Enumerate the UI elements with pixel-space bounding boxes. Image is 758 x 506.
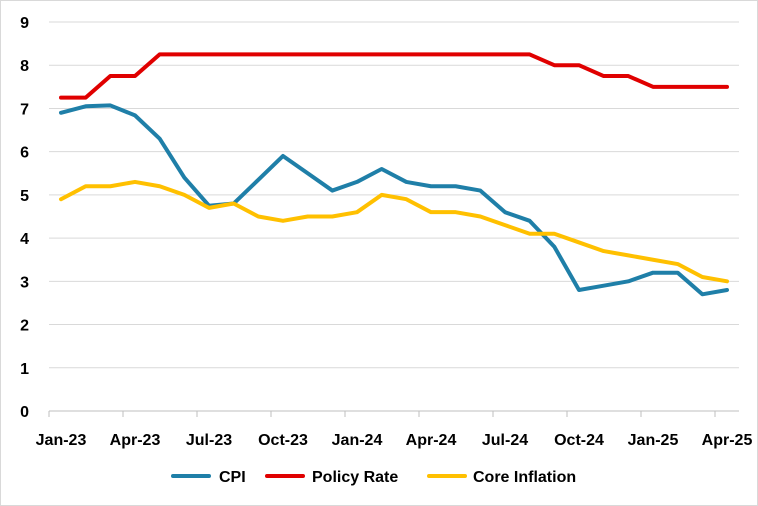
- x-tick-label: Oct-24: [554, 432, 604, 449]
- series-line-cpi: [59, 103, 729, 297]
- y-tick-label: 4: [20, 231, 29, 248]
- series-lines: [59, 52, 729, 297]
- grid-lines: [49, 21, 739, 369]
- y-tick-label: 1: [20, 361, 29, 378]
- x-tick-label: Jan-25: [628, 432, 679, 449]
- y-tick-label: 2: [20, 318, 29, 335]
- axes: 0 1 2 3 4 5 6 7 8 9 Jan-23 Apr-23 Jul-23 Oct-23 Jan-24…: [20, 15, 752, 449]
- x-tick-label: Jul-24: [482, 432, 528, 449]
- y-tick-label: 6: [20, 145, 29, 162]
- legend: CPI Policy Rate Core Inflation: [171, 469, 576, 486]
- y-tick-label: 3: [20, 274, 29, 291]
- x-tick-label: Oct-23: [258, 432, 308, 449]
- legend-label-policy-rate: Policy Rate: [312, 469, 398, 486]
- x-tick-label: Jan-23: [36, 432, 87, 449]
- y-tick-label: 8: [20, 58, 29, 75]
- legend-label-core-inflation: Core Inflation: [473, 469, 576, 486]
- x-tick-label: Jul-23: [186, 432, 232, 449]
- y-tick-label: 0: [20, 404, 29, 421]
- y-tick-label: 7: [20, 101, 29, 118]
- y-tick-label: 9: [20, 15, 29, 32]
- x-tick-label: Apr-24: [406, 432, 457, 449]
- x-tick-label: Apr-23: [110, 432, 161, 449]
- series-line-core-inflation: [59, 179, 729, 284]
- legend-label-cpi: CPI: [219, 469, 246, 486]
- x-tick-label: Jan-24: [332, 432, 383, 449]
- series-line-policy-rate: [59, 52, 729, 100]
- x-tick-label: Apr-25: [702, 432, 753, 449]
- y-tick-label: 5: [20, 188, 29, 205]
